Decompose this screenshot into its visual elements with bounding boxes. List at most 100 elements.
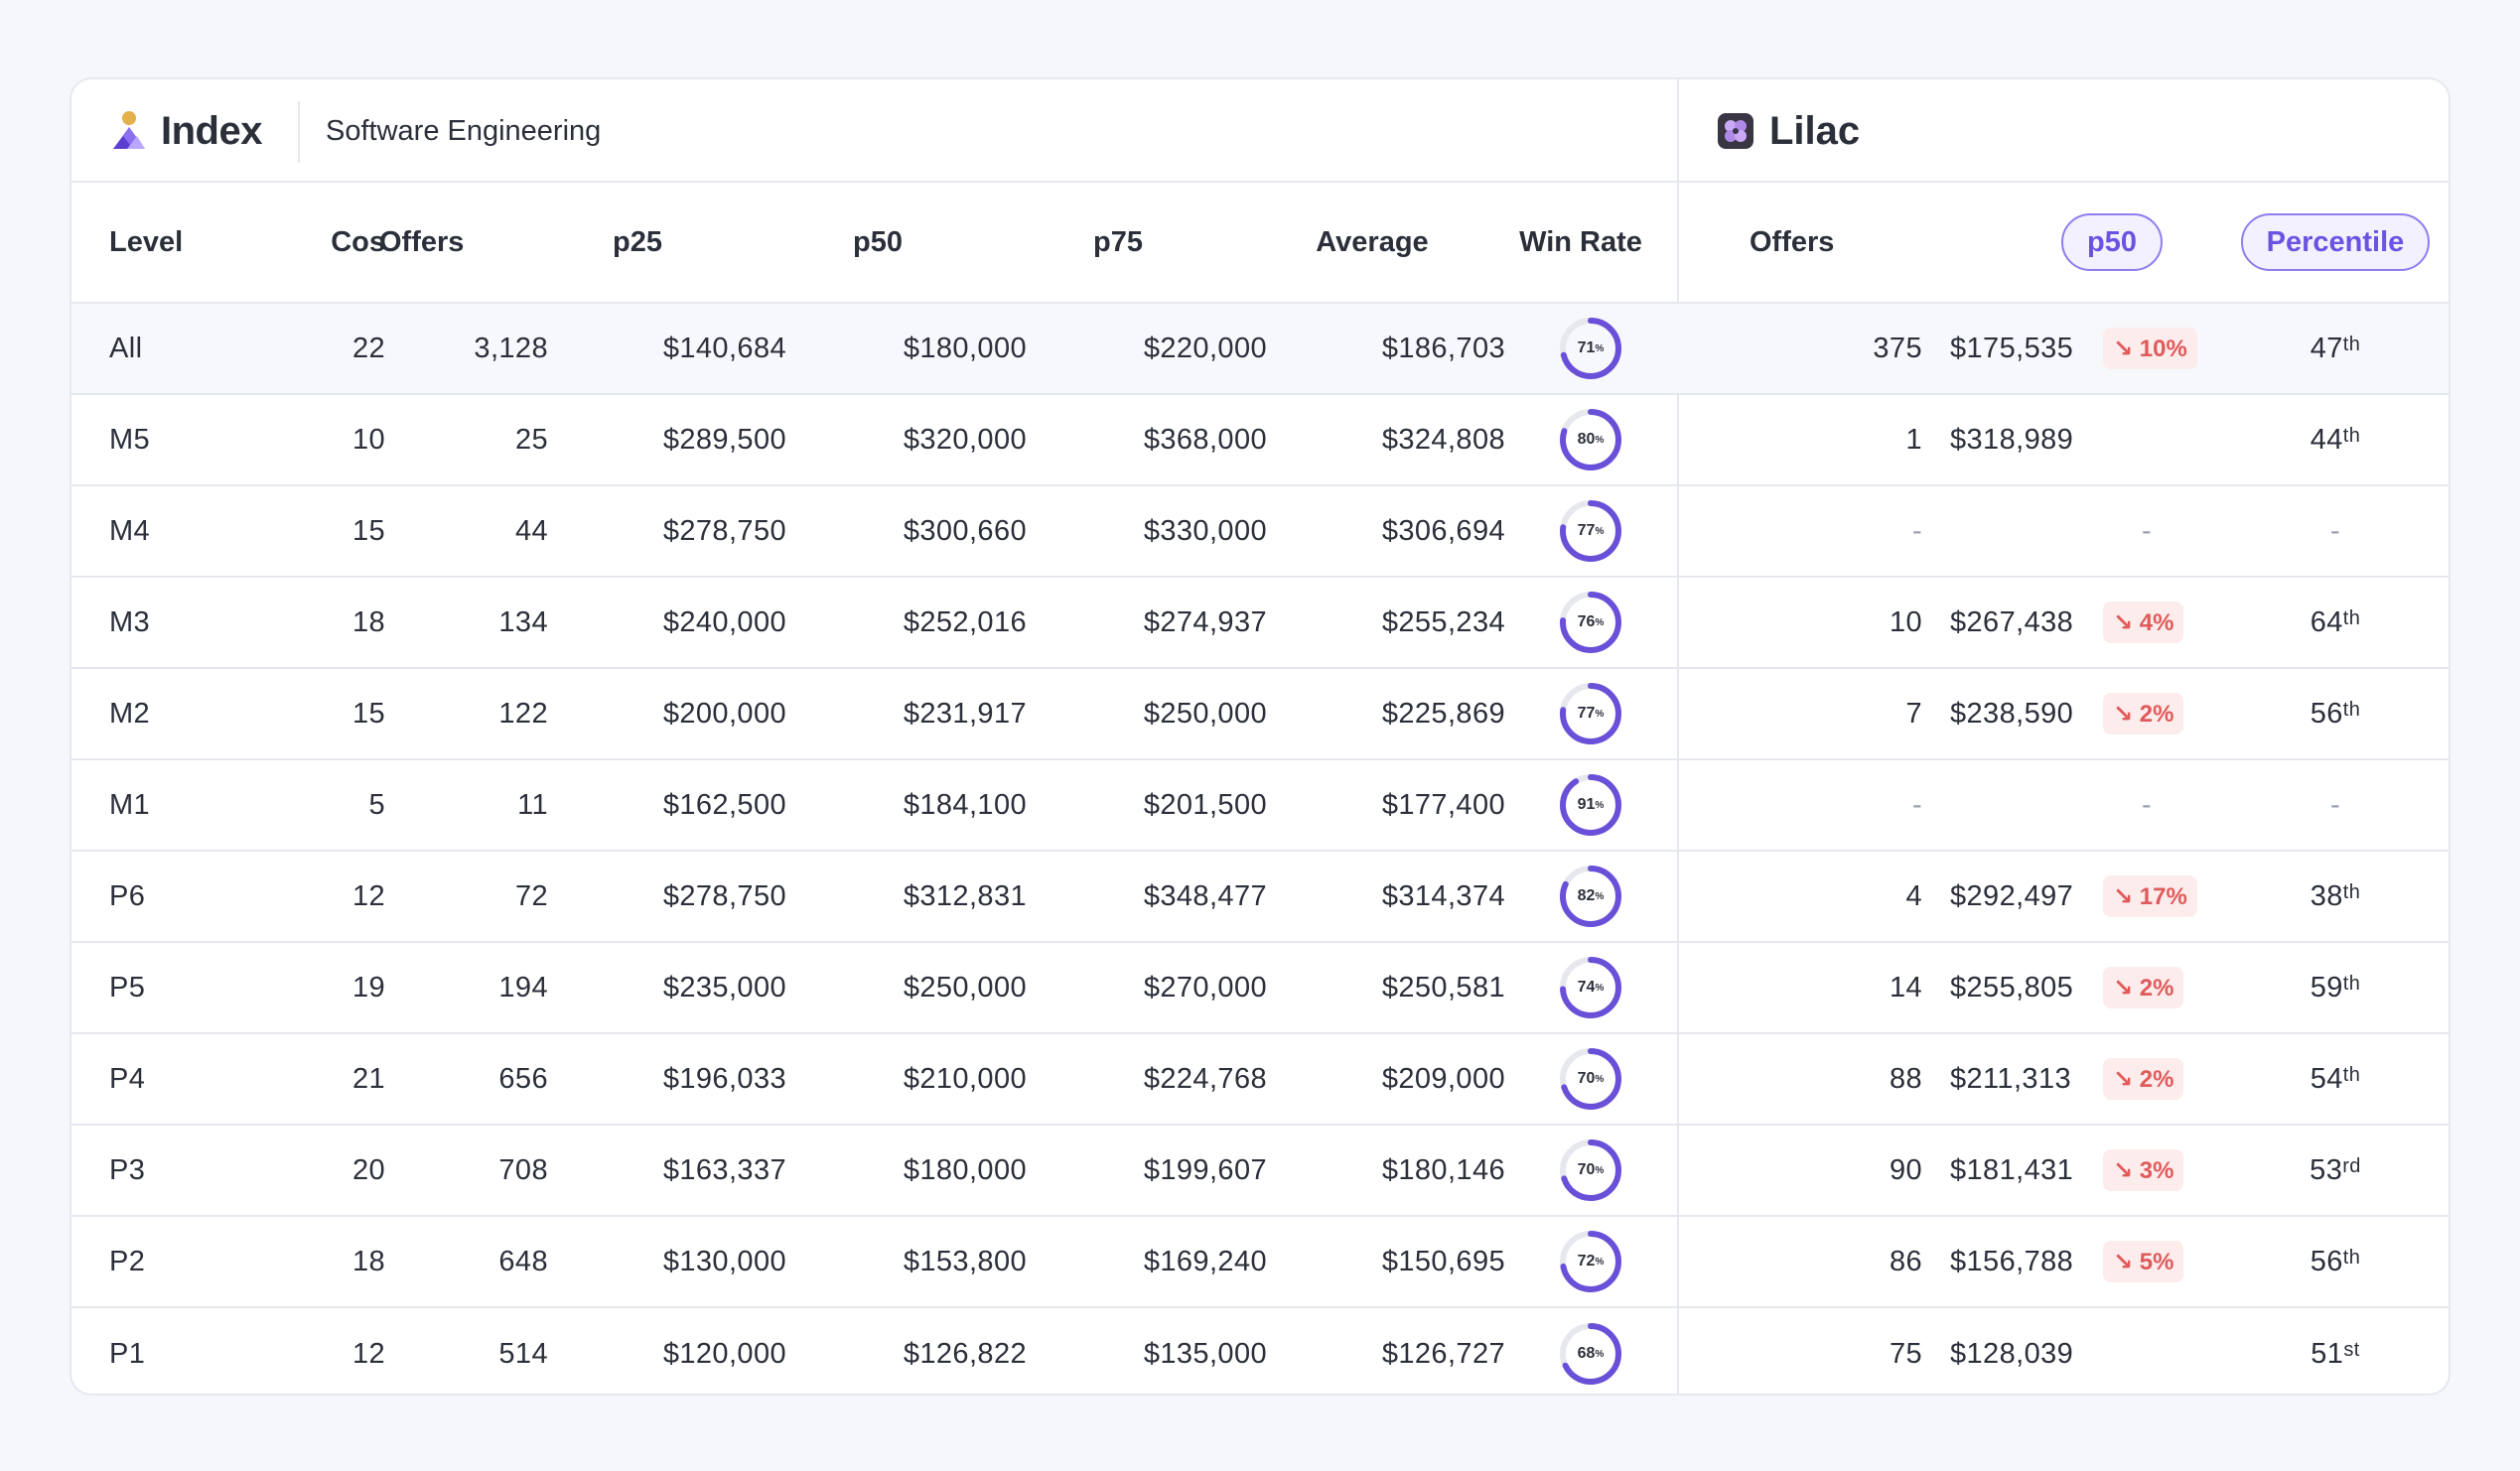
win-rate-ring: 91% [1557,771,1624,839]
cell-p75: $135,000 [1143,1337,1267,1370]
delta-wrap: ↘ 4% [2103,578,2184,667]
cell-cos: 15 [351,514,385,547]
cell-average: $250,581 [1381,971,1505,1003]
cell-p25: $278,750 [662,514,786,547]
cell-cos: 15 [351,697,385,730]
win-rate-ring: 71% [1557,315,1624,382]
cell-p25: $235,000 [662,971,786,1003]
cell-p25: $200,000 [662,697,786,730]
lilac-logo-icon [1718,113,1753,149]
win-rate-unit: % [1595,434,1605,446]
table-row[interactable]: M4 15 44 $278,750 $300,660 $330,000 $306,694 77… [71,486,2449,578]
percentile-value: 38 [2310,879,2343,912]
col-lilac-percentile[interactable]: Percentile [2240,213,2431,271]
table-row[interactable]: P2 18 648 $130,000 $153,800 $169,240 $150,695 7… [71,1217,2449,1308]
col-p50[interactable]: p50 [853,225,903,258]
cell-average: $306,694 [1381,514,1505,547]
percentile-value: - [2329,514,2341,547]
cell-p50: $231,917 [903,697,1027,730]
cell-offers: 134 [498,605,548,638]
col-lilac-offers[interactable]: Offers [1750,225,1835,258]
cell-p50: $320,000 [903,423,1027,456]
cell-lilac-offers: 375 [1873,332,1922,364]
table-row[interactable]: P4 21 656 $196,033 $210,000 $224,768 $209,000 7… [71,1034,2449,1126]
cell-level: P2 [109,1245,146,1277]
delta-badge: ↘ 4% [2103,602,2184,643]
win-rate-value: 70 [1577,1070,1596,1087]
col-offers[interactable]: Offers [379,225,465,258]
win-rate-unit: % [1595,1164,1605,1176]
col-cos[interactable]: Cos [331,225,385,258]
table-row[interactable]: P1 12 514 $120,000 $126,822 $135,000 $126,727 6… [71,1308,2449,1394]
compensation-card: Index Software Engineering Lilac Level C… [70,77,2450,1396]
table-row[interactable]: P5 19 194 $235,000 $250,000 $270,000 $250,581 7… [71,943,2449,1034]
cell-cos: 20 [351,1153,385,1186]
col-p75[interactable]: p75 [1093,225,1143,258]
cell-p50: $210,000 [903,1062,1027,1095]
table-row[interactable]: M2 15 122 $200,000 $231,917 $250,000 $225,869 7… [71,669,2449,760]
cell-level: All [109,332,143,364]
cell-lilac-offers: 75 [1889,1337,1922,1370]
cell-average: $324,808 [1381,423,1505,456]
col-lilac-p50-wrap: p50 [1988,183,2236,302]
cell-p50: $312,831 [903,879,1027,912]
delta-badge: ↘ 3% [2103,1149,2184,1191]
win-rate-unit: % [1595,708,1605,720]
win-rate-cell: 82% [1541,852,1640,941]
win-rate-value: 70 [1577,1161,1596,1178]
cell-lilac-offers: 86 [1889,1245,1922,1277]
table-row[interactable]: M1 5 11 $162,500 $184,100 $201,500 $177,400 91%… [71,760,2449,852]
cell-lilac-offers: 14 [1889,971,1922,1003]
col-average[interactable]: Average [1316,225,1429,258]
cell-average: $180,146 [1381,1153,1505,1186]
cell-level: M3 [109,605,151,638]
cell-level: M5 [109,423,151,456]
cell-average: $150,695 [1381,1245,1505,1277]
delta-wrap: ↘ 2% [2103,1034,2184,1124]
delta-wrap: ↘ 5% [2103,1217,2184,1306]
cell-p50: $126,822 [903,1337,1027,1370]
cell-level: P3 [109,1153,146,1186]
section-divider [1677,79,1679,1394]
win-rate-cell: 68% [1541,1308,1640,1394]
company-name: Lilac [1769,108,1861,153]
cell-average: $255,234 [1381,605,1505,638]
col-lilac-p50[interactable]: p50 [2061,213,2163,271]
cell-offers: 25 [514,423,548,456]
cell-p25: $163,337 [662,1153,786,1186]
table-row[interactable]: M5 10 25 $289,500 $320,000 $368,000 $324,808 80… [71,395,2449,486]
win-rate-unit: % [1595,1348,1605,1360]
cell-level: P5 [109,971,146,1003]
table-row[interactable]: P6 12 72 $278,750 $312,831 $348,477 $314,374 82… [71,852,2449,943]
win-rate-cell: 91% [1541,760,1640,850]
cell-p75: $330,000 [1143,514,1267,547]
table-row[interactable]: P3 20 708 $163,337 $180,000 $199,607 $180,146 7… [71,1126,2449,1217]
cell-cos: 10 [351,423,385,456]
delta-badge: ↘ 2% [2103,1058,2184,1100]
col-level[interactable]: Level [109,225,184,258]
table-row[interactable]: M3 18 134 $240,000 $252,016 $274,937 $255,234 7… [71,578,2449,669]
cell-cos: 18 [351,605,385,638]
cell-p75: $220,000 [1143,332,1267,364]
col-win-rate[interactable]: Win Rate [1519,225,1642,258]
cell-p75: $250,000 [1143,697,1267,730]
win-rate-unit: % [1595,799,1605,811]
cell-cos: 21 [351,1062,385,1095]
cell-lilac-p50: - [2141,788,2153,821]
cell-lilac-p50: $292,497 [1950,879,2074,912]
col-lilac-percentile-wrap: Percentile [2216,183,2449,302]
cell-cos: 22 [351,332,385,364]
cell-lilac-p50: $238,590 [1950,697,2074,730]
win-rate-unit: % [1595,525,1605,537]
cell-cos: 5 [368,788,385,821]
col-p25[interactable]: p25 [613,225,662,258]
table-row[interactable]: All 22 3,128 $140,684 $180,000 $220,000 $186,7… [71,304,2449,395]
company-header: Lilac [1718,79,1860,183]
win-rate-value: 91 [1577,796,1596,813]
cell-offers: 11 [517,788,548,821]
cell-lilac-percentile: - [2216,486,2449,576]
cell-lilac-offers: 7 [1905,697,1922,730]
